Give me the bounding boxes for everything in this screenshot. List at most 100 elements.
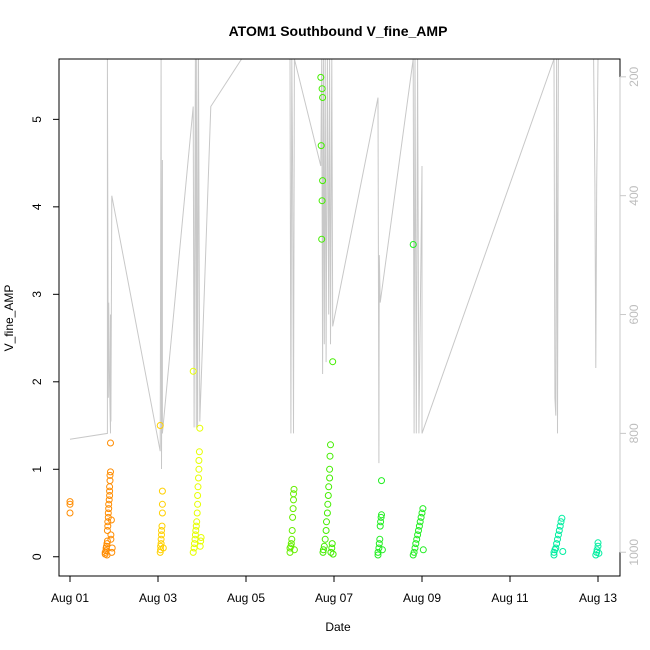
y-axis-label: V_fine_AMP xyxy=(2,285,16,352)
y-tick-label: 4 xyxy=(30,203,44,210)
data-point xyxy=(66,498,74,506)
data-point xyxy=(375,540,383,548)
data-point xyxy=(327,548,335,556)
data-point xyxy=(412,540,420,548)
data-point xyxy=(417,513,425,521)
points-layer xyxy=(66,73,603,559)
data-point xyxy=(324,500,332,508)
data-point xyxy=(157,535,165,543)
y-axis: 0 1 2 3 4 5 xyxy=(30,116,60,560)
data-point xyxy=(415,522,423,530)
data-point xyxy=(194,500,202,508)
data-point xyxy=(108,548,116,556)
data-point xyxy=(326,452,334,460)
x-axis-label: Date xyxy=(325,620,351,634)
x-tick-label: Aug 09 xyxy=(403,591,441,605)
data-point xyxy=(158,527,165,534)
data-point xyxy=(557,518,565,526)
data-point xyxy=(376,535,384,543)
data-point xyxy=(318,235,326,243)
data-point xyxy=(106,477,114,485)
data-point xyxy=(374,551,382,559)
data-point xyxy=(317,73,325,81)
data-point xyxy=(107,531,115,539)
y-tick-label: 2 xyxy=(30,378,44,385)
data-point xyxy=(195,457,203,464)
data-point xyxy=(290,485,298,493)
data-point xyxy=(195,448,203,456)
data-point xyxy=(550,551,558,559)
data-point xyxy=(108,544,116,552)
plot-frame xyxy=(58,58,621,577)
data-point xyxy=(410,548,418,556)
data-point xyxy=(197,534,205,541)
data-point xyxy=(375,544,383,552)
data-point xyxy=(158,531,165,539)
data-point xyxy=(329,358,337,366)
data-point xyxy=(328,540,336,548)
data-point xyxy=(323,509,331,517)
chart-title: ATOM1 Southbound V_fine_AMP xyxy=(229,23,448,39)
data-point xyxy=(107,468,114,476)
data-point xyxy=(107,516,115,524)
data-point xyxy=(324,492,332,499)
data-point xyxy=(317,142,325,150)
data-point xyxy=(411,544,419,552)
data-point xyxy=(196,542,204,550)
data-point xyxy=(377,513,385,521)
data-point xyxy=(193,509,201,517)
data-point xyxy=(409,241,417,248)
data-point xyxy=(289,505,297,513)
data-point xyxy=(552,544,560,552)
data-point xyxy=(329,550,337,558)
right-axis: 200 400 600 800 1000 xyxy=(619,66,641,566)
data-point xyxy=(103,540,111,548)
x-axis: Aug 01 Aug 03 Aug 05 Aug 07 Aug 09 Aug 11 Aug … xyxy=(51,575,617,605)
overlay-series-line xyxy=(69,58,599,470)
data-point xyxy=(105,505,113,513)
data-point xyxy=(320,542,328,550)
data-point xyxy=(416,518,424,526)
data-point xyxy=(559,548,567,555)
data-point xyxy=(190,544,198,552)
data-point xyxy=(558,514,566,522)
data-point xyxy=(326,474,334,482)
data-point xyxy=(192,522,200,530)
data-point xyxy=(158,500,166,508)
x-tick-label: Aug 03 xyxy=(139,591,177,605)
data-point xyxy=(290,490,297,498)
data-point xyxy=(197,537,205,545)
data-point xyxy=(194,492,202,499)
data-point xyxy=(191,540,198,548)
data-point xyxy=(418,509,426,517)
data-point xyxy=(413,535,421,543)
data-point xyxy=(321,535,329,543)
data-point xyxy=(158,509,166,517)
data-point xyxy=(107,439,114,447)
data-point xyxy=(106,483,114,491)
data-point xyxy=(327,441,334,449)
right-tick-label: 600 xyxy=(627,304,641,324)
data-point xyxy=(319,94,327,101)
data-point xyxy=(323,518,330,526)
data-point xyxy=(554,535,561,543)
x-tick-label: Aug 07 xyxy=(315,591,353,605)
data-point xyxy=(105,500,113,508)
data-point xyxy=(326,465,334,473)
data-point xyxy=(378,511,385,519)
data-point xyxy=(104,518,112,526)
data-point xyxy=(104,522,112,530)
data-point xyxy=(66,500,74,508)
data-point xyxy=(158,487,166,495)
overlay-line-layer xyxy=(69,58,599,470)
y-tick-label: 1 xyxy=(30,466,44,473)
data-point xyxy=(415,527,422,534)
right-tick-label: 400 xyxy=(627,185,641,205)
y-tick-label: 5 xyxy=(30,116,44,123)
data-point xyxy=(193,518,201,526)
data-point xyxy=(107,535,115,543)
data-point xyxy=(191,531,199,539)
data-point xyxy=(322,527,330,534)
data-point xyxy=(106,487,114,495)
